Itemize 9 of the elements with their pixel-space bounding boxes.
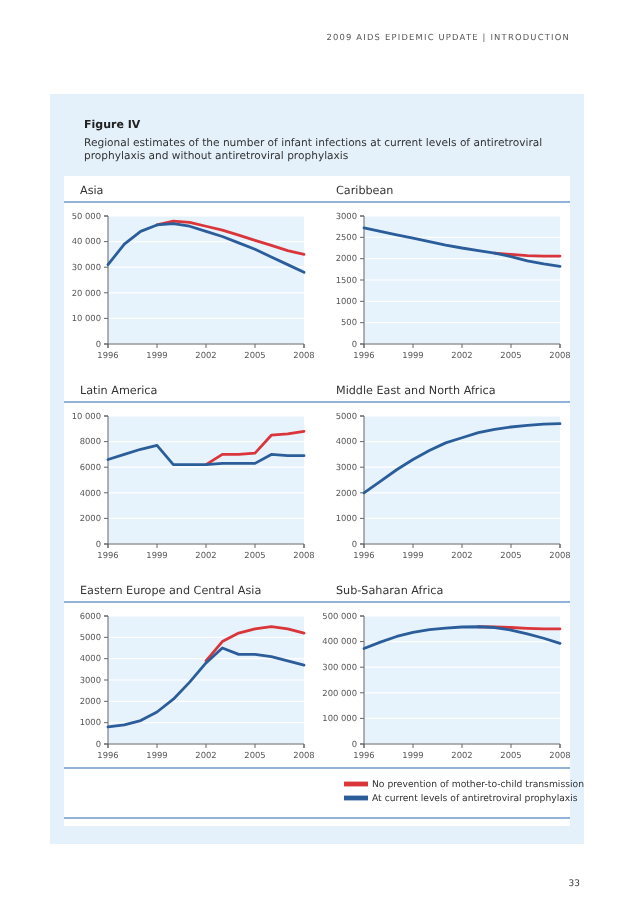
line-series [204,429,306,467]
line-series [155,219,306,256]
line-series [204,625,306,663]
line-series [362,226,562,268]
line-series [106,444,306,467]
line-series [362,625,562,650]
line-series [106,646,306,729]
line-series [106,222,306,274]
line-series [362,422,562,495]
